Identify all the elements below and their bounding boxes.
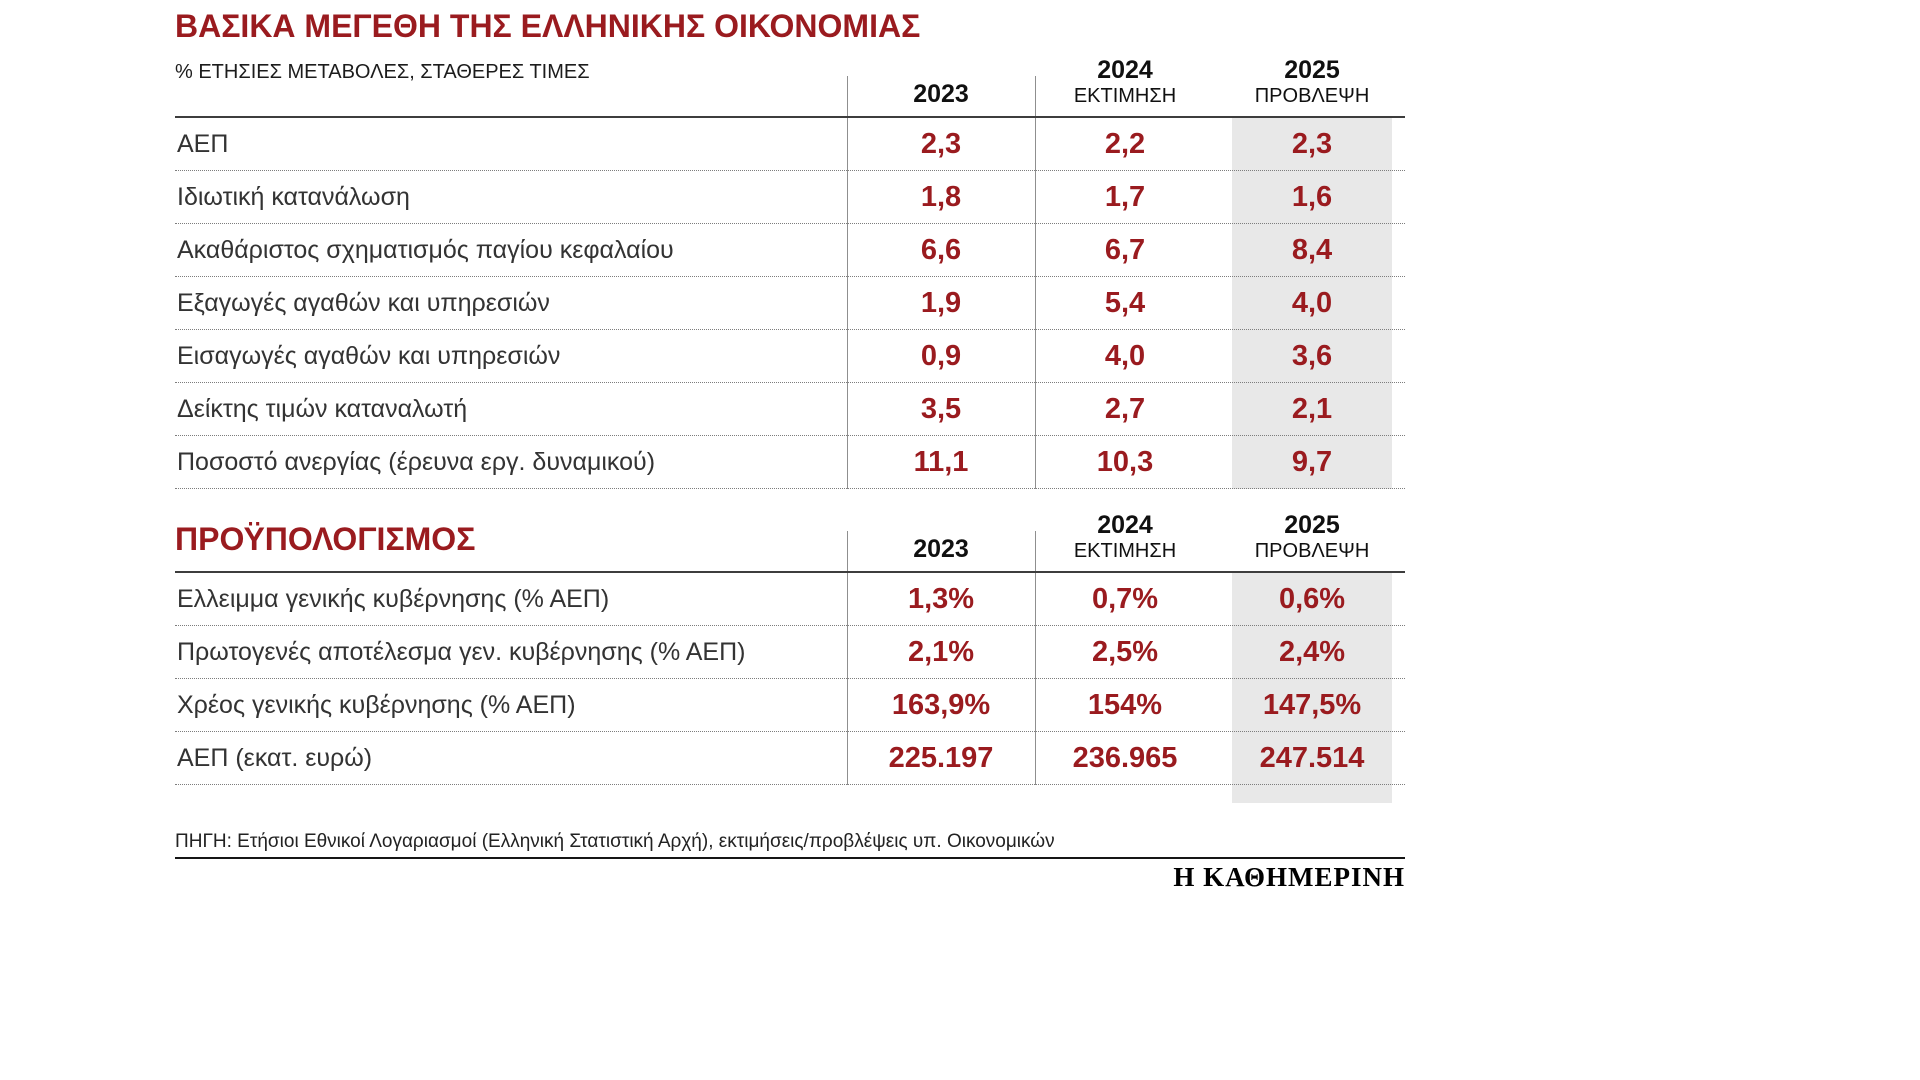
col-2025-header: 2025 ΠΡΟΒΛΕΨΗ	[1232, 56, 1392, 116]
budget-table: 2023 2024 ΕΚΤΙΜΗΣΗ 2025 ΠΡΟΒΛΕΨΗ Ελλειμμ…	[175, 503, 1405, 803]
year-2024-label: 2024	[1097, 510, 1153, 539]
value-2023: 2,3	[920, 127, 962, 160]
forecast-column-highlight	[1232, 118, 1392, 489]
estimate-label: ΕΚΤΙΜΗΣΗ	[1073, 85, 1177, 108]
value-2025: 3,6	[1291, 339, 1333, 372]
column-divider-line	[1035, 76, 1036, 489]
row-label: Ακαθάριστος σχηματισμός παγίου κεφαλαίου	[177, 235, 674, 264]
value-2025: 8,4	[1291, 233, 1333, 266]
table-row: Ελλειμμα γενικής κυβέρνησης (% ΑΕΠ) 1,3%…	[175, 573, 1405, 626]
col-2024-header: 2024 ΕΚΤΙΜΗΣΗ	[1035, 56, 1215, 116]
table-row: Δείκτης τιμών καταναλωτή 3,5 2,7 2,1	[175, 383, 1405, 436]
value-2025: 2,3	[1291, 127, 1333, 160]
forecast-label: ΠΡΟΒΛΕΨΗ	[1254, 540, 1370, 563]
forecast-label: ΠΡΟΒΛΕΨΗ	[1254, 85, 1370, 108]
table-row: Ακαθάριστος σχηματισμός παγίου κεφαλαίου…	[175, 224, 1405, 277]
value-2025: 1,6	[1291, 180, 1333, 213]
value-2023: 1,3%	[907, 582, 975, 615]
column-divider-line	[847, 76, 848, 489]
row-label: Πρωτογενές αποτέλεσμα γεν. κυβέρνησης (%…	[177, 637, 746, 666]
col-2025-header: 2025 ΠΡΟΒΛΕΨΗ	[1232, 511, 1392, 571]
table-row: ΑΕΠ (εκατ. ευρώ) 225.197 236.965 247.514	[175, 732, 1405, 785]
col-2023-header: 2023	[847, 535, 1035, 572]
estimate-label: ΕΚΤΙΜΗΣΗ	[1073, 540, 1177, 563]
value-2024: 1,7	[1104, 180, 1146, 213]
row-label: Εξαγωγές αγαθών και υπηρεσιών	[177, 288, 550, 317]
value-2024: 6,7	[1104, 233, 1146, 266]
value-2025: 9,7	[1291, 445, 1333, 478]
source-note: ΠΗΓΗ: Ετήσιοι Εθνικοί Λογαριασμοί (Ελλην…	[175, 831, 1055, 852]
row-label: Ποσοστό ανεργίας (έρευνα εργ. δυναμικού)	[177, 447, 656, 476]
table-row: Χρέος γενικής κυβέρνησης (% ΑΕΠ) 163,9% …	[175, 679, 1405, 732]
col-2024-header: 2024 ΕΚΤΙΜΗΣΗ	[1035, 511, 1215, 571]
page-subtitle: % ΕΤΗΣΙΕΣ ΜΕΤΑΒΟΛΕΣ, ΣΤΑΘΕΡΕΣ ΤΙΜΕΣ	[175, 61, 590, 83]
page-title: ΒΑΣΙΚΑ ΜΕΓΕΘΗ ΤΗΣ ΕΛΛΗΝΙΚΗΣ ΟΙΚΟΝΟΜΙΑΣ	[175, 8, 921, 44]
value-2023: 2,1%	[907, 635, 975, 668]
year-2025-label: 2025	[1284, 55, 1340, 84]
value-2023: 6,6	[920, 233, 962, 266]
row-label: ΑΕΠ	[177, 129, 229, 158]
value-2024: 2,7	[1104, 392, 1146, 425]
row-label: Χρέος γενικής κυβέρνησης (% ΑΕΠ)	[177, 690, 576, 719]
value-2023: 225.197	[888, 741, 994, 774]
table-row: ΑΕΠ 2,3 2,2 2,3	[175, 118, 1405, 171]
table-header-row: 2023 2024 ΕΚΤΙΜΗΣΗ 2025 ΠΡΟΒΛΕΨΗ	[175, 48, 1405, 118]
value-2024: 0,7%	[1091, 582, 1159, 615]
table-row: Εισαγωγές αγαθών και υπηρεσιών 0,9 4,0 3…	[175, 330, 1405, 383]
value-2025: 147,5%	[1262, 688, 1362, 721]
value-2024: 236.965	[1072, 741, 1178, 774]
value-2024: 2,2	[1104, 127, 1146, 160]
value-2024: 2,5%	[1091, 635, 1159, 668]
value-2023: 11,1	[913, 445, 969, 478]
table-row: Ιδιωτική κατανάλωση 1,8 1,7 1,6	[175, 171, 1405, 224]
value-2023: 1,8	[920, 180, 962, 213]
year-2023-label: 2023	[913, 534, 969, 563]
table-row: Εξαγωγές αγαθών και υπηρεσιών 1,9 5,4 4,…	[175, 277, 1405, 330]
row-label: ΑΕΠ (εκατ. ευρώ)	[177, 743, 373, 772]
row-label: Ελλειμμα γενικής κυβέρνησης (% ΑΕΠ)	[177, 584, 610, 613]
year-2023-label: 2023	[913, 79, 969, 108]
value-2023: 163,9%	[891, 688, 991, 721]
footer-rule	[175, 857, 1405, 859]
column-divider-line	[847, 531, 848, 785]
value-2025: 247.514	[1259, 741, 1365, 774]
header-spacer	[175, 564, 847, 571]
row-label: Ιδιωτική κατανάλωση	[177, 182, 410, 211]
value-2024: 10,3	[1096, 445, 1154, 478]
table-row: Ποσοστό ανεργίας (έρευνα εργ. δυναμικού)…	[175, 436, 1405, 489]
budget-section-title: ΠΡΟΫΠΟΛΟΓΙΣΜΟΣ	[175, 521, 476, 557]
value-2023: 3,5	[920, 392, 962, 425]
key-figures-table: 2023 2024 ΕΚΤΙΜΗΣΗ 2025 ΠΡΟΒΛΕΨΗ ΑΕΠ 2,3…	[175, 48, 1405, 489]
table-header-row: 2023 2024 ΕΚΤΙΜΗΣΗ 2025 ΠΡΟΒΛΕΨΗ	[175, 503, 1405, 573]
value-2024: 154%	[1087, 688, 1163, 721]
newspaper-logo: Η ΚΑΘΗΜΕΡΙΝΗ	[1173, 862, 1405, 892]
col-2023-header: 2023	[847, 80, 1035, 117]
value-2025: 0,6%	[1278, 582, 1346, 615]
row-label: Δείκτης τιμών καταναλωτή	[177, 394, 468, 423]
year-2025-label: 2025	[1284, 510, 1340, 539]
value-2025: 2,4%	[1278, 635, 1346, 668]
value-2023: 0,9	[920, 339, 962, 372]
row-label: Εισαγωγές αγαθών και υπηρεσιών	[177, 341, 561, 370]
value-2024: 4,0	[1104, 339, 1146, 372]
column-divider-line	[1035, 531, 1036, 785]
forecast-column-highlight	[1232, 573, 1392, 803]
value-2025: 4,0	[1291, 286, 1333, 319]
value-2025: 2,1	[1291, 392, 1333, 425]
header-spacer	[175, 109, 847, 116]
year-2024-label: 2024	[1097, 55, 1153, 84]
table-row: Πρωτογενές αποτέλεσμα γεν. κυβέρνησης (%…	[175, 626, 1405, 679]
value-2024: 5,4	[1104, 286, 1146, 319]
value-2023: 1,9	[920, 286, 962, 319]
